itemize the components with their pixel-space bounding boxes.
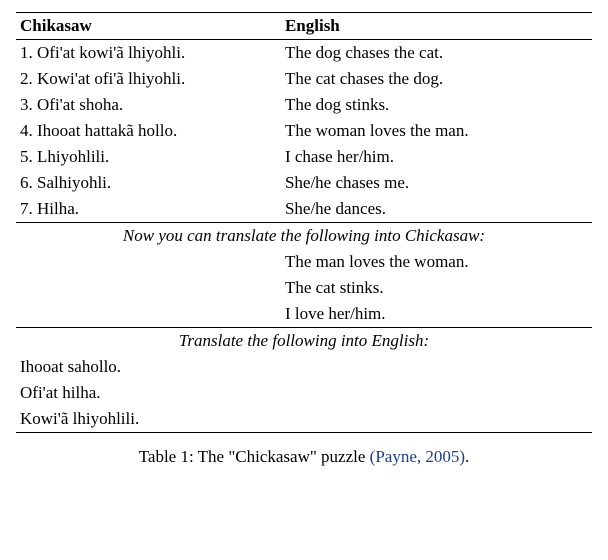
example-target: I chase her/him. [281, 144, 592, 170]
caption-citation: (Payne, 2005) [370, 447, 465, 466]
task2-item-row: Ofi'at hilha. [16, 380, 592, 406]
example-row: 4. Ihooat hattakã hollo. The woman loves… [16, 118, 592, 144]
header-right: English [281, 13, 592, 40]
example-number: 3. [20, 95, 33, 114]
example-row: 5. Lhiyohlili. I chase her/him. [16, 144, 592, 170]
example-number: 6. [20, 173, 33, 192]
translation-table: Chikasaw English 1. Ofi'at kowi'ã lhiyoh… [16, 12, 592, 433]
example-number: 4. [20, 121, 33, 140]
example-src-text: Lhiyohlili. [37, 147, 109, 166]
task2-empty [281, 406, 592, 433]
caption-suffix: . [465, 447, 469, 466]
example-source: 3. Ofi'at shoha. [16, 92, 281, 118]
task1-item-row: The man loves the woman. [16, 249, 592, 275]
example-src-text: Hilha. [37, 199, 79, 218]
header-row: Chikasaw English [16, 13, 592, 40]
task1-item: I love her/him. [281, 301, 592, 328]
example-src-text: Kowi'at ofi'ã lhiyohli. [37, 69, 185, 88]
task1-item-row: I love her/him. [16, 301, 592, 328]
example-source: 5. Lhiyohlili. [16, 144, 281, 170]
example-number: 7. [20, 199, 33, 218]
task1-empty [16, 249, 281, 275]
example-row: 3. Ofi'at shoha. The dog stinks. [16, 92, 592, 118]
example-target: She/he dances. [281, 196, 592, 223]
task2-empty [281, 380, 592, 406]
task1-heading-row: Now you can translate the following into… [16, 223, 592, 250]
example-source: 2. Kowi'at ofi'ã lhiyohli. [16, 66, 281, 92]
task2-heading: Translate the following into English: [16, 328, 592, 355]
example-source: 6. Salhiyohli. [16, 170, 281, 196]
example-target: She/he chases me. [281, 170, 592, 196]
task2-item: Kowi'ã lhiyohlili. [16, 406, 281, 433]
example-target: The dog chases the cat. [281, 40, 592, 67]
task1-item-row: The cat stinks. [16, 275, 592, 301]
task1-empty [16, 301, 281, 328]
task2-item: Ofi'at hilha. [16, 380, 281, 406]
example-src-text: Ihooat hattakã hollo. [37, 121, 177, 140]
task1-item: The cat stinks. [281, 275, 592, 301]
example-source: 1. Ofi'at kowi'ã lhiyohli. [16, 40, 281, 67]
example-source: 4. Ihooat hattakã hollo. [16, 118, 281, 144]
task2-item: Ihooat sahollo. [16, 354, 281, 380]
example-target: The woman loves the man. [281, 118, 592, 144]
example-src-text: Salhiyohli. [37, 173, 111, 192]
example-row: 7. Hilha. She/he dances. [16, 196, 592, 223]
example-target: The dog stinks. [281, 92, 592, 118]
example-target: The cat chases the dog. [281, 66, 592, 92]
task1-empty [16, 275, 281, 301]
example-number: 2. [20, 69, 33, 88]
task2-empty [281, 354, 592, 380]
task1-item: The man loves the woman. [281, 249, 592, 275]
example-src-text: Ofi'at shoha. [37, 95, 123, 114]
example-number: 1. [20, 43, 33, 62]
example-row: 2. Kowi'at ofi'ã lhiyohli. The cat chase… [16, 66, 592, 92]
bottom-rule-cell [16, 433, 592, 434]
task2-item-row: Ihooat sahollo. [16, 354, 592, 380]
example-src-text: Ofi'at kowi'ã lhiyohli. [37, 43, 185, 62]
task2-item-row: Kowi'ã lhiyohlili. [16, 406, 592, 433]
task1-heading: Now you can translate the following into… [16, 223, 592, 250]
table-caption: Table 1: The "Chickasaw" puzzle (Payne, … [16, 447, 592, 467]
example-source: 7. Hilha. [16, 196, 281, 223]
task2-heading-row: Translate the following into English: [16, 328, 592, 355]
example-number: 5. [20, 147, 33, 166]
bottom-rule [16, 433, 592, 434]
caption-prefix: Table 1: The "Chickasaw" puzzle [139, 447, 370, 466]
example-row: 1. Ofi'at kowi'ã lhiyohli. The dog chase… [16, 40, 592, 67]
example-row: 6. Salhiyohli. She/he chases me. [16, 170, 592, 196]
header-left: Chikasaw [16, 13, 281, 40]
